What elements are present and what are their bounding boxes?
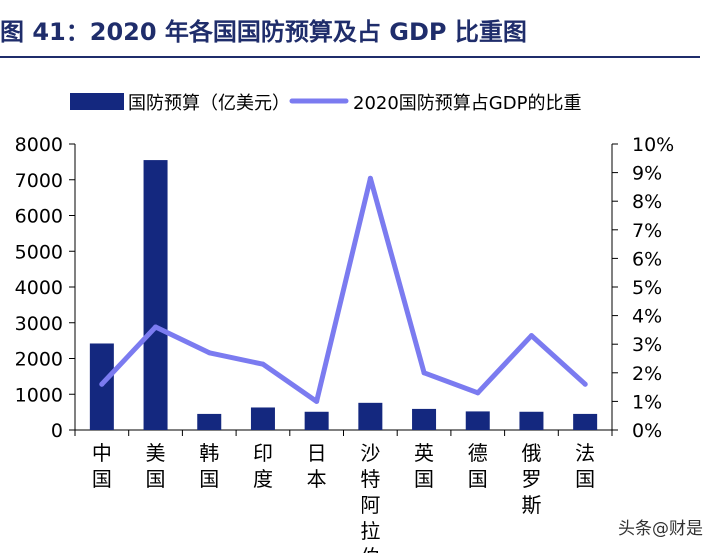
bar-budget — [89, 343, 114, 430]
y-left-tick-label: 2000 — [15, 349, 63, 371]
y-right-tick-label: 5% — [632, 277, 662, 299]
point-gdp-share — [314, 398, 320, 404]
y-left-tick-label: 1000 — [15, 384, 63, 406]
legend-label-gdp-share: 2020国防预算占GDP的比重 — [353, 93, 581, 114]
bar-series — [89, 160, 598, 430]
y-left-tick-label: 6000 — [15, 206, 63, 228]
legend: 国防预算（亿美元） 2020国防预算占GDP的比重 — [70, 93, 581, 114]
x-tick-label: 沙特阿拉伯 — [360, 441, 380, 553]
point-gdp-share — [475, 390, 481, 396]
bar-budget — [197, 413, 222, 430]
y-left-tick-label: 3000 — [15, 313, 63, 335]
bar-budget — [465, 411, 490, 430]
point-gdp-share — [99, 381, 105, 387]
bar-budget — [519, 411, 544, 430]
y-right-tick-label: 3% — [632, 334, 662, 356]
x-tick-label: 法国 — [575, 441, 595, 491]
point-gdp-share — [421, 370, 427, 376]
x-tick-label: 德国 — [468, 441, 488, 491]
y-right-tick-label: 6% — [632, 248, 662, 270]
bar-budget — [358, 402, 383, 430]
y-left-tick-label: 5000 — [15, 241, 63, 263]
y-left-tick-label: 4000 — [15, 277, 63, 299]
point-gdp-share — [260, 361, 266, 367]
point-gdp-share — [367, 175, 373, 181]
title-divider — [0, 56, 700, 58]
x-tick-label: 美国 — [146, 441, 166, 491]
y-left-tick-label: 7000 — [15, 170, 63, 192]
bar-budget — [412, 408, 437, 430]
bar-budget — [143, 160, 168, 430]
chart-axes: 0 1000 2000 3000 4000 5000 6000 7000 8000 0% 1% 2% 3… — [15, 134, 675, 442]
x-tick-label: 韩国 — [199, 441, 219, 491]
y-right-tick-label: 2% — [632, 363, 662, 385]
x-tick-label: 俄罗斯 — [521, 441, 541, 517]
legend-label-budget: 国防预算（亿美元） — [128, 93, 290, 114]
x-tick-label: 英国 — [414, 441, 434, 491]
line-gdp-share — [99, 175, 588, 404]
bar-budget — [573, 413, 598, 430]
bar-budget — [250, 407, 275, 430]
x-tick-label: 印度 — [253, 441, 273, 491]
line-series — [99, 175, 588, 404]
point-gdp-share — [582, 381, 588, 387]
y-left-tick-label: 8000 — [15, 134, 63, 156]
y-right-tick-label: 9% — [632, 163, 662, 185]
y-right-tick-label: 8% — [632, 191, 662, 213]
y-right-tick-label: 7% — [632, 220, 662, 242]
bar-budget — [304, 411, 329, 430]
legend-swatch-budget — [70, 93, 124, 110]
y-left-tick-label: 0 — [51, 420, 63, 442]
x-tick-label: 日本 — [307, 441, 327, 491]
x-tick-label: 中国 — [92, 441, 112, 491]
y-right-tick-label: 0% — [632, 420, 662, 442]
y-right-tick-label: 10% — [632, 134, 674, 156]
figure-title: 图 41：2020 年各国国防预算及占 GDP 比重图 — [0, 18, 527, 46]
point-gdp-share — [528, 333, 534, 339]
point-gdp-share — [153, 324, 159, 330]
y-right-tick-label: 1% — [632, 391, 662, 413]
y-right-tick-label: 4% — [632, 306, 662, 328]
watermark-text: 头条@财是 — [618, 519, 703, 539]
point-gdp-share — [206, 350, 212, 356]
